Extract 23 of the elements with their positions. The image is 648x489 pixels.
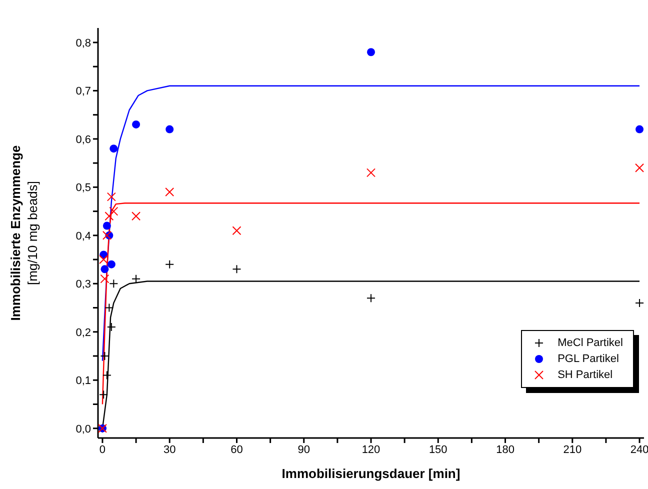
legend-label: MeCl Partikel <box>558 336 623 351</box>
y-tick-label: 0,1 <box>76 375 91 388</box>
x-tick-label: 240 <box>630 444 648 456</box>
x-tick-label: 30 <box>163 444 176 456</box>
y-tick-label: 0,2 <box>76 326 91 339</box>
y-tick-label: 0,6 <box>76 134 91 146</box>
y-tick-label: 0,3 <box>76 278 91 291</box>
y-tick-label: 0,7 <box>76 86 91 98</box>
y-tick-label: 0,8 <box>76 37 91 50</box>
legend-label: SH Partikel <box>558 368 613 383</box>
x-tick-label: 0 <box>99 444 106 456</box>
x-axis-title: Immobilisierungsdauer [min] <box>282 466 460 481</box>
x-tick-label: 180 <box>496 444 514 456</box>
x-tick-label: 120 <box>362 444 380 456</box>
y-tick-label: 0,4 <box>76 230 91 242</box>
x-tick-label: 150 <box>428 444 448 456</box>
y-axis-title: Immobilisierte Enzymmenge [mg/10 mg beads] <box>8 145 40 321</box>
x-tick-label: 60 <box>230 444 243 456</box>
y-tick-label: 0,5 <box>76 182 91 194</box>
x-tick-label: 210 <box>563 444 582 456</box>
x-tick-label: 90 <box>298 444 310 456</box>
legend-label: PGL Partikel <box>558 352 619 367</box>
y-tick-label: 0,0 <box>76 423 91 436</box>
